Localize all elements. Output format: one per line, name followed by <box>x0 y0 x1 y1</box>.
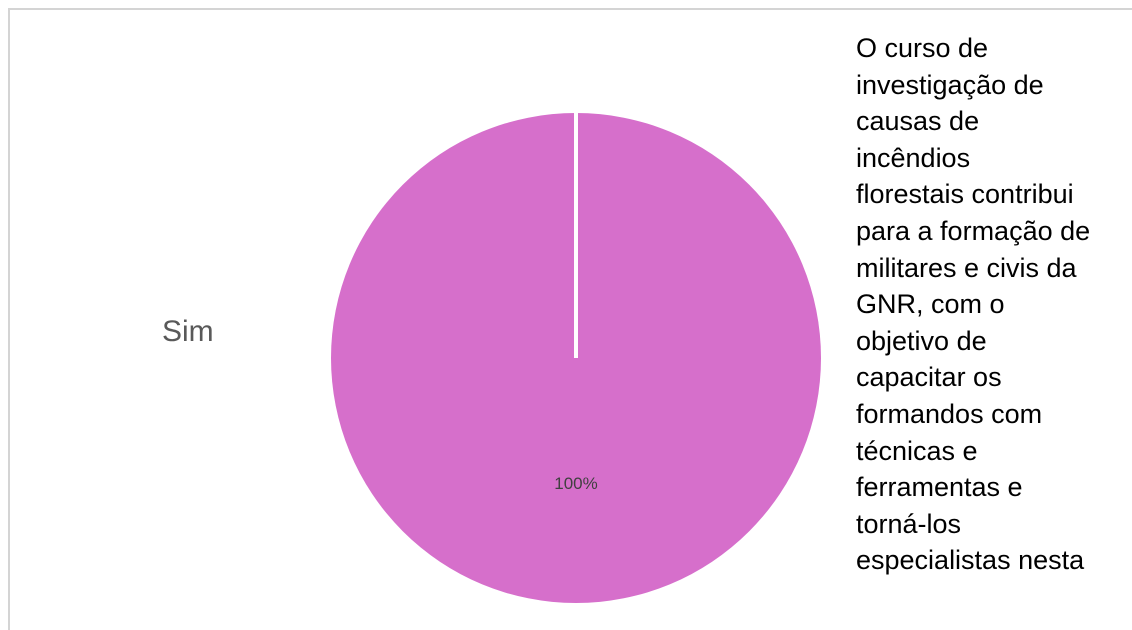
data-label-sim: 100% <box>554 474 597 493</box>
category-label-sim: Sim <box>162 315 214 348</box>
chart-frame <box>8 8 1132 630</box>
chart-title: O curso de investigação de causas de inc… <box>856 33 1091 576</box>
